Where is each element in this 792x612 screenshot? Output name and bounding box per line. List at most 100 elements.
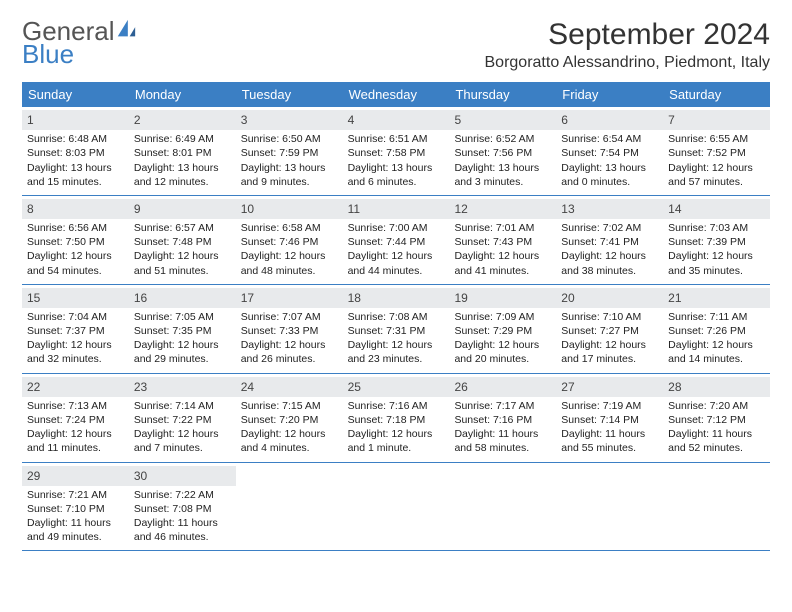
day-number: 13 [561, 202, 574, 216]
day-cell: 6Sunrise: 6:54 AMSunset: 7:54 PMDaylight… [556, 107, 663, 195]
sunset-text: Sunset: 7:14 PM [561, 413, 658, 427]
day-number-row: 11 [343, 199, 450, 219]
day-number: 5 [454, 113, 461, 127]
daylight-text: Daylight: 12 hours and 17 minutes. [561, 338, 658, 366]
daylight-text: Daylight: 12 hours and 51 minutes. [134, 249, 231, 277]
week-row: 22 Sunrise: 7:13 AMSunset: 7:24 PM Dayligh… [22, 374, 770, 463]
day-number: 4 [348, 113, 355, 127]
day-number-row: 14 [663, 199, 770, 219]
day-number-row: 25 [343, 377, 450, 397]
empty-cell [343, 463, 450, 551]
daylight-text: Daylight: 12 hours and 38 minutes. [561, 249, 658, 277]
day-number-row: 4 [343, 110, 450, 130]
sunrise-text: Sunrise: 7:21 AM [27, 488, 124, 502]
day-number: 27 [561, 380, 574, 394]
sunrise-text: Sunrise: 6:55 AM [668, 132, 765, 146]
day-header-tue: Tuesday [236, 82, 343, 107]
daylight-text: Daylight: 12 hours and 20 minutes. [454, 338, 551, 366]
day-number-row: 13 [556, 199, 663, 219]
day-number-row: 19 [449, 288, 556, 308]
day-header-fri: Friday [556, 82, 663, 107]
day-cell: 2Sunrise: 6:49 AMSunset: 8:01 PMDaylight… [129, 107, 236, 195]
day-number-row: 22 [22, 377, 129, 397]
daylight-text: Daylight: 12 hours and 35 minutes. [668, 249, 765, 277]
month-title: September 2024 [485, 18, 771, 52]
empty-cell [236, 463, 343, 551]
sunrise-text: Sunrise: 7:15 AM [241, 399, 338, 413]
day-cell: 7Sunrise: 6:55 AMSunset: 7:52 PMDaylight… [663, 107, 770, 195]
day-cell: 13Sunrise: 7:02 AMSunset: 7:41 PMDayligh… [556, 196, 663, 284]
day-number: 23 [134, 380, 147, 394]
day-number: 1 [27, 113, 34, 127]
daylight-text: Daylight: 12 hours and 1 minute. [348, 427, 445, 455]
day-cell: 8Sunrise: 6:56 AMSunset: 7:50 PMDaylight… [22, 196, 129, 284]
day-cell: 5Sunrise: 6:52 AMSunset: 7:56 PMDaylight… [449, 107, 556, 195]
sunrise-text: Sunrise: 6:50 AM [241, 132, 338, 146]
sunrise-text: Sunrise: 6:48 AM [27, 132, 124, 146]
day-cell: 28Sunrise: 7:20 AMSunset: 7:12 PMDayligh… [663, 374, 770, 462]
daylight-text: Daylight: 13 hours and 9 minutes. [241, 161, 338, 189]
sunrise-text: Sunrise: 7:10 AM [561, 310, 658, 324]
day-number: 11 [348, 202, 360, 216]
sunrise-text: Sunrise: 6:57 AM [134, 221, 231, 235]
day-cell: 20 Sunrise: 7:10 AMSunset: 7:27 PMDayligh… [556, 285, 663, 373]
sunrise-text: Sunrise: 6:52 AM [454, 132, 551, 146]
day-number: 12 [454, 202, 467, 216]
title-block: September 2024 Borgoratto Alessandrino, … [485, 18, 771, 72]
day-number-row: 6 [556, 110, 663, 130]
daylight-text: Daylight: 13 hours and 6 minutes. [348, 161, 445, 189]
day-number-row: 9 [129, 199, 236, 219]
daylight-text: Daylight: 11 hours and 58 minutes. [454, 427, 551, 455]
day-header-wed: Wednesday [343, 82, 450, 107]
sunrise-text: Sunrise: 7:08 AM [348, 310, 445, 324]
sunrise-text: Sunrise: 6:49 AM [134, 132, 231, 146]
sunrise-text: Sunrise: 7:13 AM [27, 399, 124, 413]
sunset-text: Sunset: 7:22 PM [134, 413, 231, 427]
day-number-row: 7 [663, 110, 770, 130]
day-number-row: 23 [129, 377, 236, 397]
sunrise-text: Sunrise: 7:14 AM [134, 399, 231, 413]
day-number: 7 [668, 113, 675, 127]
sunset-text: Sunset: 7:52 PM [668, 146, 765, 160]
day-number: 20 [561, 291, 574, 305]
sunrise-text: Sunrise: 7:03 AM [668, 221, 765, 235]
day-number-row: 17 [236, 288, 343, 308]
day-number: 9 [134, 202, 141, 216]
calendar: Sunday Monday Tuesday Wednesday Thursday… [22, 82, 770, 551]
logo-text-blue: Blue [22, 39, 74, 69]
day-header-sun: Sunday [22, 82, 129, 107]
day-number-row: 28 [663, 377, 770, 397]
day-cell: 17Sunrise: 7:07 AMSunset: 7:33 PMDayligh… [236, 285, 343, 373]
sunrise-text: Sunrise: 7:09 AM [454, 310, 551, 324]
empty-cell [663, 463, 770, 551]
day-cell: 15Sunrise: 7:04 AMSunset: 7:37 PMDayligh… [22, 285, 129, 373]
day-number-row: 1 [22, 110, 129, 130]
day-cell: 25Sunrise: 7:16 AMSunset: 7:18 PMDayligh… [343, 374, 450, 462]
day-cell: 23Sunrise: 7:14 AMSunset: 7:22 PMDayligh… [129, 374, 236, 462]
day-number-row: 12 [449, 199, 556, 219]
sunset-text: Sunset: 7:50 PM [27, 235, 124, 249]
daylight-text: Daylight: 13 hours and 3 minutes. [454, 161, 551, 189]
day-cell: 9Sunrise: 6:57 AMSunset: 7:48 PMDaylight… [129, 196, 236, 284]
daylight-text: Daylight: 12 hours and 44 minutes. [348, 249, 445, 277]
sunset-text: Sunset: 7:24 PM [27, 413, 124, 427]
weeks-container: 1Sunrise: 6:48 AMSunset: 8:03 PMDaylight… [22, 107, 770, 551]
day-cell: 22Sunrise: 7:13 AMSunset: 7:24 PMDayligh… [22, 374, 129, 462]
sunset-text: Sunset: 7:41 PM [561, 235, 658, 249]
week-row: 8Sunrise: 6:56 AMSunset: 7:50 PMDaylight… [22, 196, 770, 285]
daylight-text: Daylight: 12 hours and 29 minutes. [134, 338, 231, 366]
day-number-row: 30 [129, 466, 236, 486]
day-number: 18 [348, 291, 361, 305]
sunset-text: Sunset: 7:33 PM [241, 324, 338, 338]
logo-text: General Blue [22, 18, 137, 67]
day-cell: 19Sunrise: 7:09 AMSunset: 7:29 PMDayligh… [449, 285, 556, 373]
sunset-text: Sunset: 7:26 PM [668, 324, 765, 338]
day-number: 22 [27, 380, 40, 394]
sunrise-text: Sunrise: 7:07 AM [241, 310, 338, 324]
sunset-text: Sunset: 7:35 PM [134, 324, 231, 338]
day-header-sat: Saturday [663, 82, 770, 107]
daylight-text: Daylight: 11 hours and 55 minutes. [561, 427, 658, 455]
daylight-text: Daylight: 12 hours and 48 minutes. [241, 249, 338, 277]
daylight-text: Daylight: 12 hours and 14 minutes. [668, 338, 765, 366]
sunset-text: Sunset: 7:27 PM [561, 324, 658, 338]
